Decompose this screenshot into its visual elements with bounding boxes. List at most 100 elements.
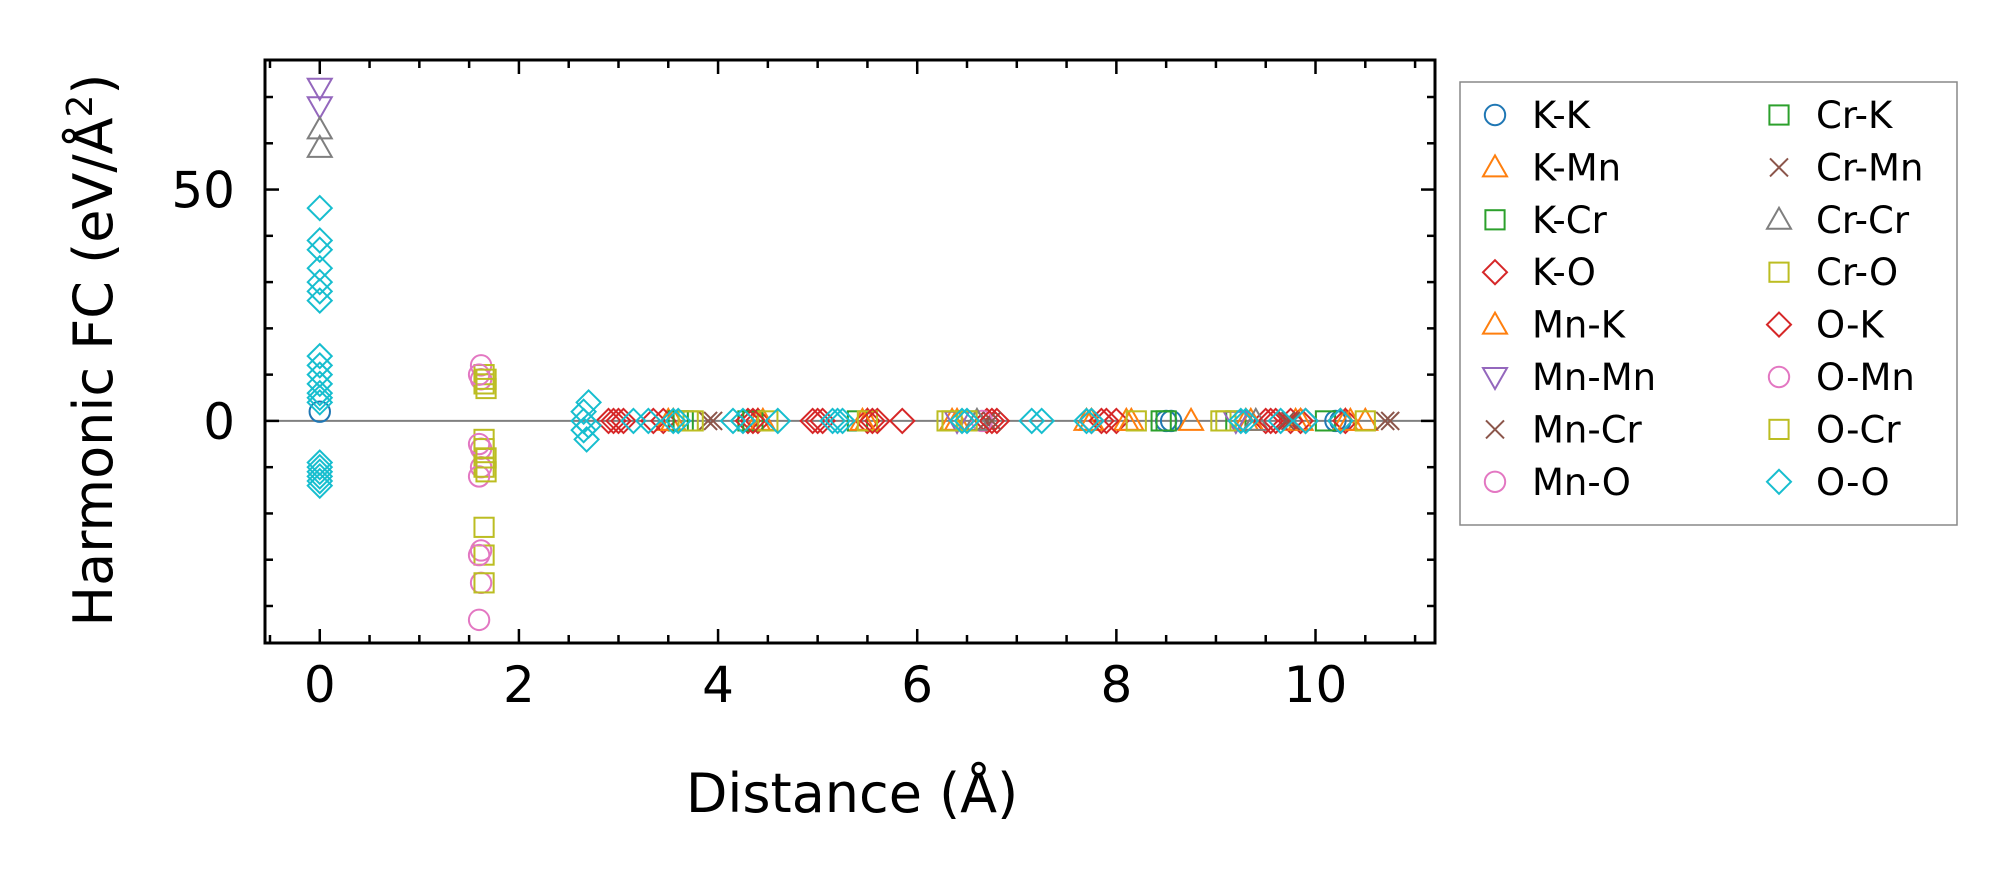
y-axis-label-main: Harmonic FC (eV/Å xyxy=(61,117,125,626)
legend-item-k-cr: K-Cr xyxy=(1484,199,1608,242)
legend-marker-cr-cr xyxy=(1765,205,1793,230)
x-axis-label: Distance (Å) xyxy=(686,761,1018,825)
point-cr-o-10 xyxy=(856,410,879,432)
data-points xyxy=(306,77,1400,632)
point-o-cr-3 xyxy=(475,461,497,483)
axes-frame xyxy=(263,58,1437,645)
point-o-o-29 xyxy=(664,407,692,435)
series-cr-o xyxy=(473,364,1376,594)
point-cr-k-2 xyxy=(1155,410,1177,432)
x-tick-label: 6 xyxy=(901,656,933,714)
point-k-o-2 xyxy=(639,407,667,435)
point-o-o-37 xyxy=(953,407,981,435)
point-o-k-5 xyxy=(978,407,1006,435)
legend-label-mn-o: Mn-O xyxy=(1532,461,1631,504)
x-tick-label: 10 xyxy=(1284,656,1348,714)
point-cr-o-13 xyxy=(1125,410,1147,432)
legend-item-mn-mn: Mn-Mn xyxy=(1481,356,1656,399)
point-o-cr-1 xyxy=(475,377,497,400)
point-o-o-13 xyxy=(306,388,334,416)
point-o-o-25 xyxy=(575,412,603,439)
legend: K-K K-Mn K-Cr K-O Mn-K Mn-Mn Mn-Cr Mn-O Cr-K Cr-M… xyxy=(1459,81,1958,526)
y-tick-label: 0 xyxy=(203,393,235,451)
point-cr-cr-1 xyxy=(306,133,334,158)
point-o-k-0 xyxy=(600,407,627,435)
y-axis-label: Harmonic FC (eV/Å2) xyxy=(60,74,125,627)
legend-marker-o-k xyxy=(1765,311,1793,339)
y-axis-label-close: ) xyxy=(62,74,125,95)
point-cr-o-15 xyxy=(1354,410,1376,432)
legend-marker-o-mn xyxy=(1767,365,1791,389)
point-k-o-19 xyxy=(1287,407,1314,435)
point-o-o-15 xyxy=(306,453,334,481)
legend-label-cr-o: Cr-O xyxy=(1816,251,1898,294)
legend-label-o-o: O-O xyxy=(1816,461,1890,504)
point-o-mn-4 xyxy=(467,608,491,632)
point-o-o-12 xyxy=(306,384,334,412)
legend-label-o-k: O-K xyxy=(1816,304,1886,347)
legend-marker-o-cr xyxy=(1768,418,1790,440)
point-o-o-31 xyxy=(729,407,757,435)
x-tick-label: 2 xyxy=(503,656,535,714)
legend-item-k-k: K-K xyxy=(1483,94,1592,137)
point-o-cr-4 xyxy=(682,410,704,432)
legend-item-cr-k: Cr-K xyxy=(1768,94,1894,137)
point-cr-k-1 xyxy=(742,410,764,432)
series-o-cr xyxy=(475,368,1232,483)
point-o-k-2 xyxy=(739,407,767,435)
axes: Distance (Å) Harmonic FC (eV/Å2) 0 2 4 6 8 10… xyxy=(60,58,1437,825)
legend-marker-cr-k xyxy=(1768,104,1790,126)
legend-marker-k-mn xyxy=(1481,153,1509,178)
point-cr-cr-0 xyxy=(306,115,334,140)
point-o-o-16 xyxy=(306,458,334,486)
legend-marker-cr-o xyxy=(1768,261,1790,283)
x-tick-label: 4 xyxy=(702,656,734,714)
legend-label-mn-cr: Mn-Cr xyxy=(1532,408,1643,451)
point-o-o-19 xyxy=(306,472,334,500)
point-cr-o-9 xyxy=(757,410,779,432)
legend-label-mn-mn: Mn-Mn xyxy=(1532,356,1656,399)
point-o-cr-6 xyxy=(1210,410,1232,432)
point-o-k-7 xyxy=(1257,407,1285,435)
point-mn-cr-2 xyxy=(1275,411,1296,431)
legend-label-cr-cr: Cr-Cr xyxy=(1816,199,1910,242)
point-o-o-45 xyxy=(1292,407,1319,435)
legend-marker-mn-cr xyxy=(1485,419,1505,440)
legend-label-k-cr: K-Cr xyxy=(1532,199,1608,242)
point-o-o-34 xyxy=(824,407,851,435)
y-tick-label: 50 xyxy=(171,162,235,220)
point-o-o-1 xyxy=(306,227,334,254)
point-o-o-40 xyxy=(1073,407,1100,435)
point-cr-mn-3 xyxy=(1380,411,1400,431)
point-o-k-1 xyxy=(610,407,637,435)
plot-area xyxy=(265,77,1435,632)
point-o-cr-2 xyxy=(475,447,497,469)
legend-item-cr-cr: Cr-Cr xyxy=(1765,199,1910,242)
legend-label-k-k: K-K xyxy=(1532,94,1592,137)
legend-label-o-mn: O-Mn xyxy=(1816,356,1915,399)
point-o-o-30 xyxy=(719,407,747,435)
point-o-cr-5 xyxy=(941,410,963,432)
point-o-mn-2 xyxy=(467,465,491,488)
legend-label-cr-k: Cr-K xyxy=(1816,94,1894,137)
point-o-o-3 xyxy=(306,254,334,282)
point-o-mn-0 xyxy=(467,363,491,386)
point-o-o-44 xyxy=(1267,407,1295,435)
point-o-o-18 xyxy=(306,467,334,495)
legend-item-cr-o: Cr-O xyxy=(1768,251,1898,294)
legend-marker-k-cr xyxy=(1484,209,1506,231)
point-k-o-9 xyxy=(863,407,891,435)
point-o-o-7 xyxy=(306,342,334,370)
point-o-o-17 xyxy=(306,463,334,490)
series-mn-o xyxy=(469,354,994,595)
legend-item-k-mn: K-Mn xyxy=(1481,146,1621,189)
legend-label-cr-mn: Cr-Mn xyxy=(1816,146,1923,189)
point-o-o-33 xyxy=(819,407,846,435)
point-o-o-9 xyxy=(306,361,334,389)
legend-marker-mn-mn xyxy=(1481,367,1509,392)
legend-item-mn-k: Mn-K xyxy=(1481,304,1627,347)
point-o-o-42 xyxy=(1227,407,1255,435)
legend-item-o-cr: O-Cr xyxy=(1768,408,1901,451)
point-o-o-10 xyxy=(306,370,334,398)
